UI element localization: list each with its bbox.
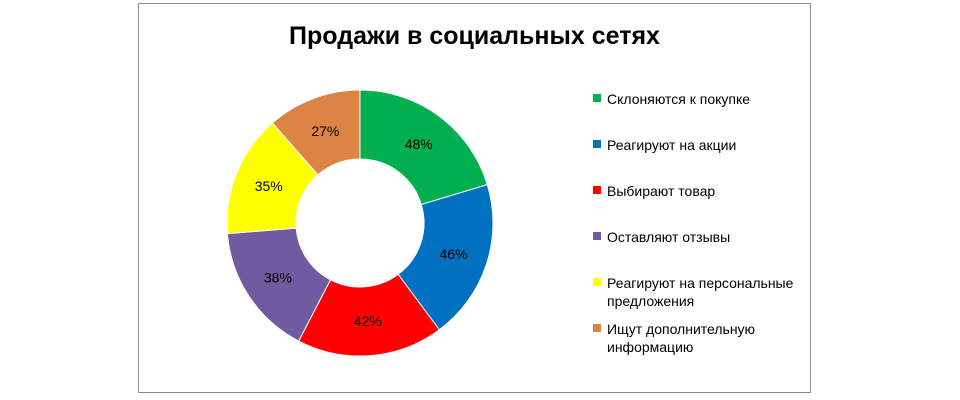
legend-label: Ищут дополнительную информацию [607,321,756,355]
legend-swatch [593,186,601,194]
legend-swatch [593,140,601,148]
slice-label: 38% [264,269,292,285]
donut-slice [226,227,332,342]
slice-label: 48% [405,136,433,152]
legend-item: Оставляют отзывы [593,228,808,274]
legend-label: Склоняются к покупке [607,91,751,107]
legend-item: Склоняются к покупке [593,90,808,126]
legend-label: Выбирают товар [607,183,716,199]
slice-label: 35% [255,178,283,194]
legend: Склоняются к покупке Реагируют на акции … [593,90,808,366]
legend-item: Ищут дополнительную информацию [593,320,808,366]
legend-item: Выбирают товар [593,182,808,228]
legend-label: Реагируют на акции [607,137,737,153]
legend-item: Реагируют на акции [593,136,808,182]
chart-area: Продажи в социальных сетях 48% 46% 42% 38% 3… [138,3,811,393]
slice-label: 46% [440,246,468,262]
legend-swatch [593,232,601,240]
legend-label: Реагируют на персональные предложения [607,275,794,309]
donut-slice [298,273,441,357]
slice-label: 42% [354,313,382,329]
legend-swatch [593,278,601,286]
donut-slice [271,89,361,176]
donut-slice [397,183,494,331]
legend-label: Оставляют отзывы [607,229,731,245]
donut-slice [359,89,488,206]
chart-title: Продажи в социальных сетях [289,22,660,50]
legend-swatch [593,94,601,102]
slice-label: 27% [311,123,339,139]
donut-chart: 48% 46% 42% 38% 35% 27% [226,89,494,357]
legend-item: Реагируют на персональные предложения [593,274,808,320]
legend-swatch [593,324,601,332]
